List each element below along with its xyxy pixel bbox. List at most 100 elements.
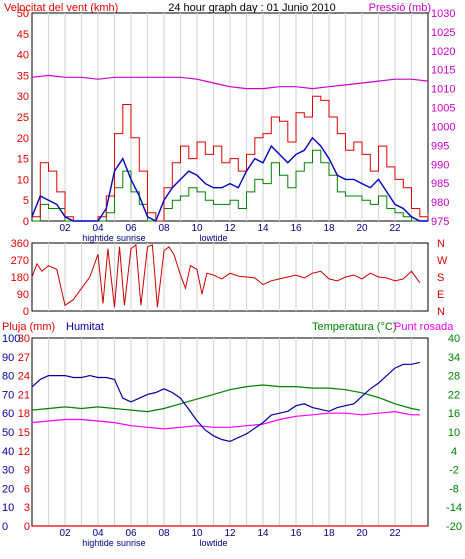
y-tick-label: 40: [17, 50, 29, 62]
wind-direction-series: [31, 243, 421, 308]
y-tick-label: 1025: [431, 27, 455, 39]
y-tick-label: S: [437, 272, 444, 284]
temperature-series: [31, 361, 428, 527]
x-tick-label: 10: [191, 223, 203, 234]
y-tick-label: -8: [449, 483, 459, 495]
x-tick-label: 12: [224, 528, 236, 539]
x-axis-bottom: 02 04 06 08 10 12 14 16 18 20 22: [59, 528, 401, 539]
y-tick-label: 15: [18, 427, 30, 439]
x-tick-label: 14: [257, 223, 269, 234]
y-tick-label: W: [437, 255, 448, 267]
y-tick-label: 70: [2, 389, 14, 401]
x-tick-label: 14: [257, 528, 269, 539]
y-tick-label: 24: [18, 371, 30, 383]
x-tick-label: 16: [290, 223, 302, 234]
y-tick-label: 34: [448, 352, 460, 364]
x-tick-label: 22: [389, 223, 401, 234]
humidity-y-axis: 0 10 20 30 40 50 60 70 80 90 100: [2, 333, 20, 533]
y-tick-label: 16: [448, 408, 460, 420]
y-tick-label: -14: [446, 502, 462, 514]
y-tick-label: 4: [451, 446, 457, 458]
wind-average-series: [31, 136, 428, 222]
x-tick-label: 16: [290, 528, 302, 539]
y-tick-label: 40: [2, 446, 14, 458]
y-tick-label: 0: [2, 521, 8, 533]
y-tick-label: 100: [2, 333, 20, 345]
y-tick-label: 50: [17, 8, 29, 20]
y-tick-label: 995: [431, 140, 449, 152]
y-tick-label: 30: [2, 465, 14, 477]
direction-series: [31, 243, 421, 308]
y-tick-label: 1005: [431, 103, 455, 115]
y-tick-label: 22: [448, 389, 460, 401]
rain-y-axis: 0 3 6 9 12 15 18 21 24 27 30: [18, 333, 30, 533]
x-tick-label: 02: [59, 223, 71, 234]
y-tick-label: 0: [24, 521, 30, 533]
y-tick-label: 0: [23, 306, 29, 318]
x-tick-label: 08: [158, 223, 170, 234]
y-tick-label: 990: [431, 159, 449, 171]
y-tick-label: -2: [449, 465, 459, 477]
pressure-series: [31, 74, 429, 90]
y-tick-label: 985: [431, 178, 449, 190]
y-tick-label: 90: [2, 352, 14, 364]
x-tick-label: 18: [323, 528, 335, 539]
y-tick-label: 975: [431, 216, 449, 228]
y-tick-label: 1020: [431, 46, 455, 58]
direction-gridlines: [47, 243, 413, 311]
tide-label: lowtide: [199, 538, 227, 548]
y-tick-label: 28: [448, 371, 460, 383]
y-tick-label: 180: [11, 272, 29, 284]
y-tick-label: 5: [23, 195, 29, 207]
x-tick-label: 20: [356, 223, 368, 234]
y-tick-label: N: [437, 238, 445, 250]
y-tick-label: 25: [17, 112, 29, 124]
x-tick-label: 20: [356, 528, 368, 539]
y-tick-label: 1000: [431, 121, 455, 133]
y-tick-label: 980: [431, 197, 449, 209]
y-tick-label: 50: [2, 427, 14, 439]
tide-labels-bottom: hightide sunrise lowtide: [82, 538, 227, 548]
dewpoint-label: Punt rosada: [394, 321, 454, 333]
wind-speed-label: Velocitat del vent (kmh): [4, 2, 118, 14]
y-tick-label: 30: [18, 333, 30, 345]
chart-title: 24 hour graph day : 01 Junio 2010: [168, 2, 336, 14]
tide-label: sunrise: [116, 233, 145, 243]
y-tick-label: 90: [17, 289, 29, 301]
wind-green-series: [32, 149, 428, 222]
y-tick-label: N: [437, 306, 445, 318]
y-tick-label: 1010: [431, 84, 455, 96]
y-tick-label: 35: [17, 70, 29, 82]
y-tick-label: 45: [17, 29, 29, 41]
y-tick-label: 10: [17, 174, 29, 186]
y-tick-label: 20: [2, 483, 14, 495]
x-tick-label: 06: [125, 223, 137, 234]
y-tick-label: 27: [18, 352, 30, 364]
dewpoint-series: [31, 410, 420, 430]
y-tick-label: 1015: [431, 65, 455, 77]
y-tick-label: 15: [17, 154, 29, 166]
tide-label: lowtide: [199, 233, 227, 243]
wind-gust-series: [32, 95, 429, 222]
wind-series: [31, 74, 429, 222]
y-tick-label: 21: [18, 389, 30, 401]
y-tick-label: 20: [17, 133, 29, 145]
y-tick-label: 40: [448, 333, 460, 345]
y-tick-label: 10: [2, 502, 14, 514]
x-tick-label: 12: [224, 223, 236, 234]
humidity-series: [31, 361, 420, 443]
x-tick-label: 08: [158, 528, 170, 539]
y-tick-label: 60: [2, 408, 14, 420]
y-tick-label: 30: [17, 91, 29, 103]
y-tick-label: 18: [18, 408, 30, 420]
pressure-label: Pressió (mb): [369, 2, 431, 14]
y-tick-label: E: [437, 289, 444, 301]
y-tick-label: 1030: [431, 8, 455, 20]
x-tick-label: 02: [59, 528, 71, 539]
y-tick-label: 360: [11, 238, 29, 250]
direction-y-axis: 0 90 180 270 360: [11, 238, 29, 318]
temperature-gridlines: [47, 338, 413, 526]
pressure-y-axis: 975 980 985 990 995 1000 1005 1010 1015 1020 1025 1…: [431, 8, 455, 228]
